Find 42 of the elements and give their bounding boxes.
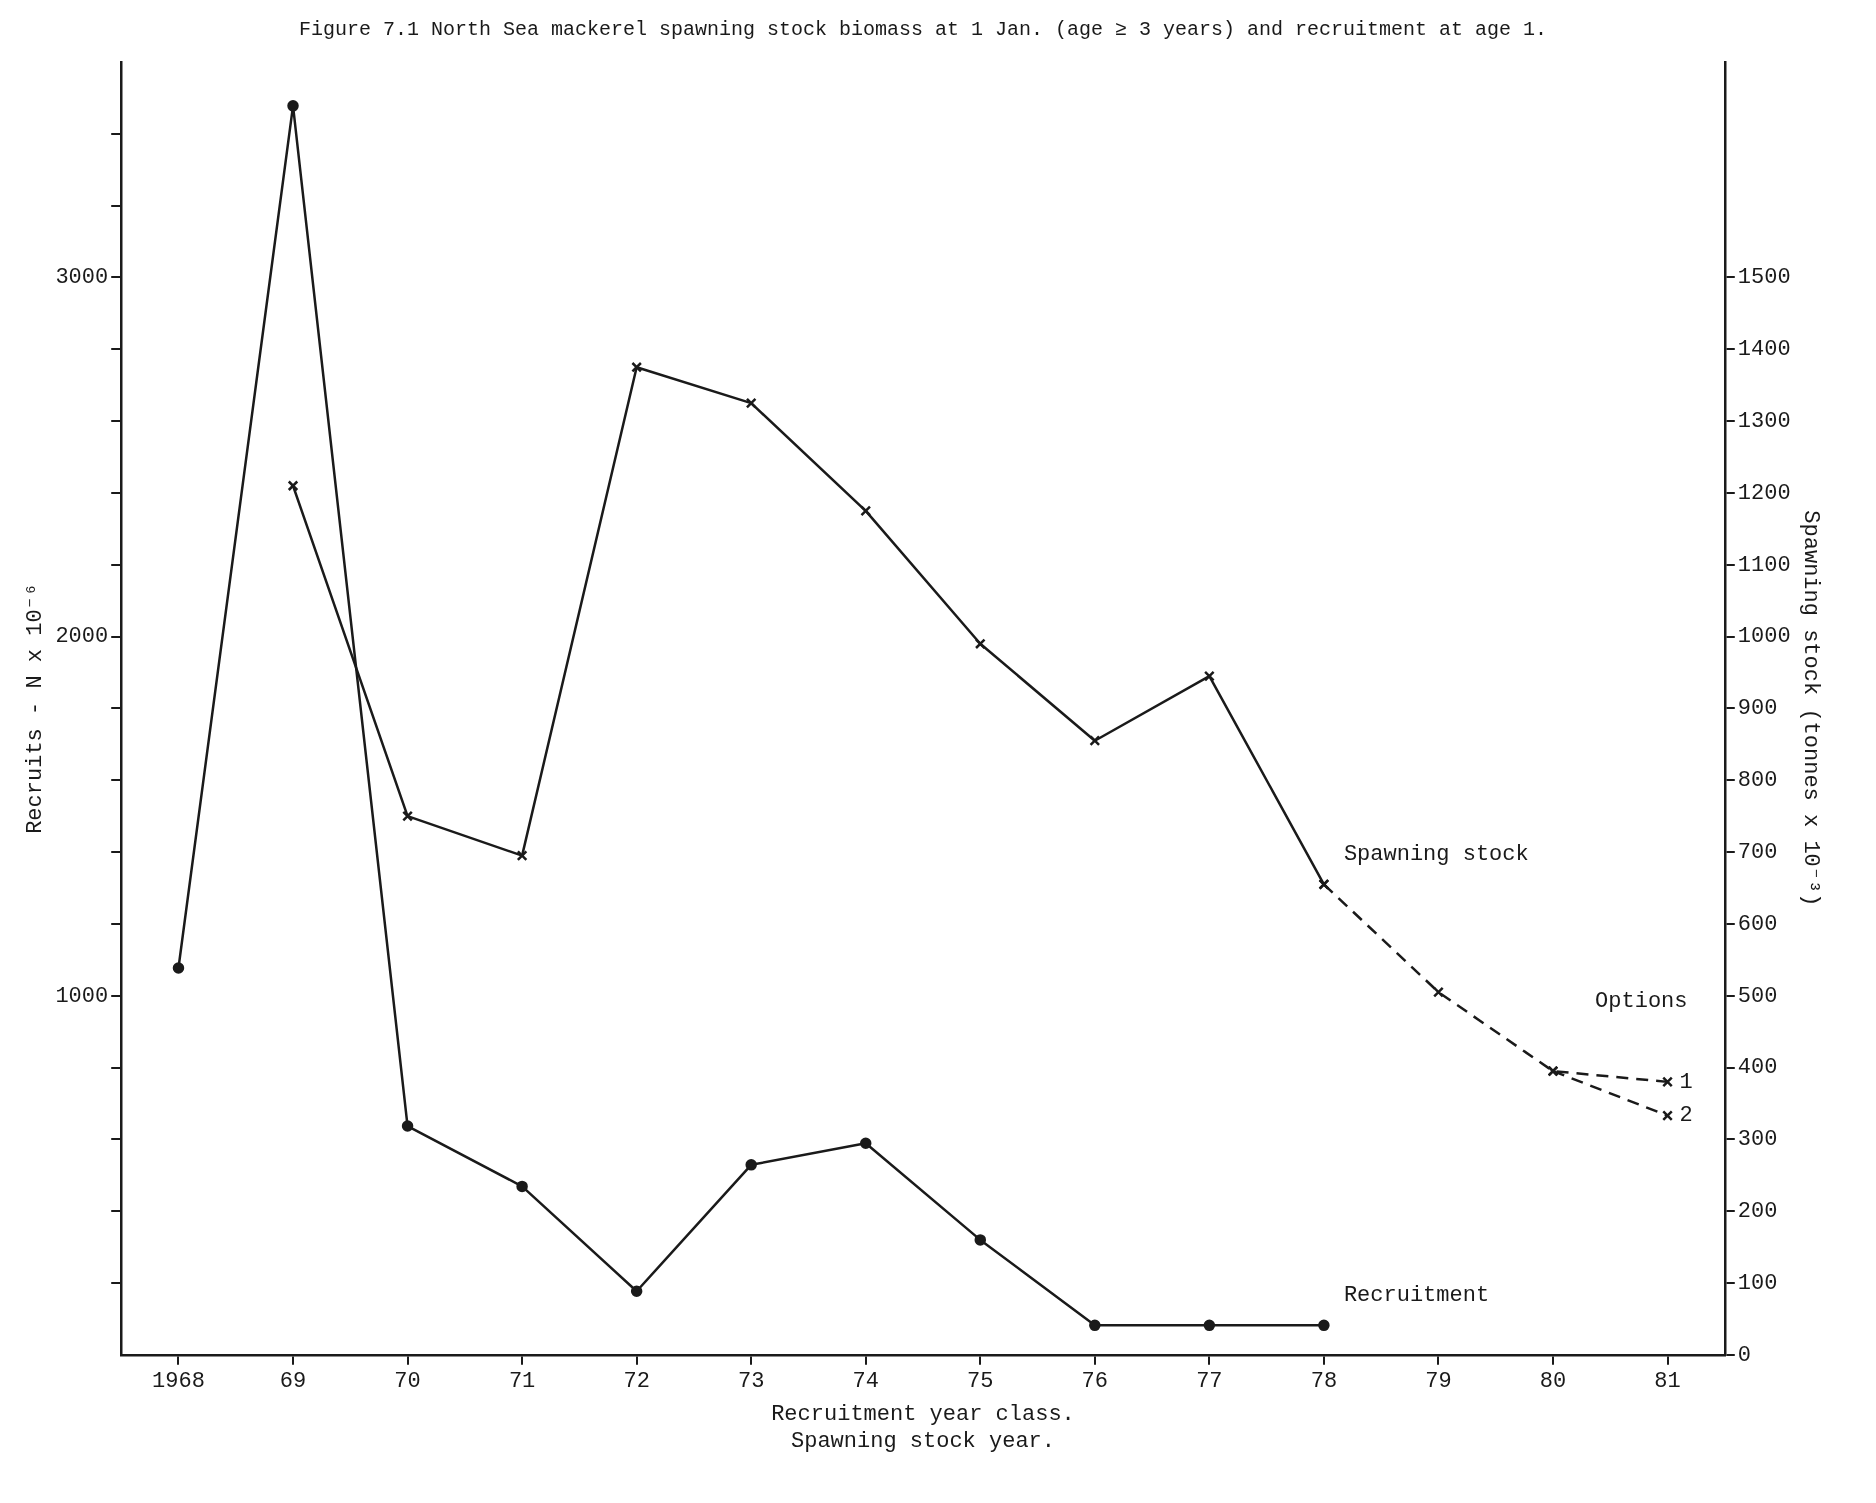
- x-tick-label: 77: [1196, 1368, 1223, 1394]
- annotation: Options: [1595, 989, 1688, 1015]
- y2-tick-label: 100: [1737, 1270, 1778, 1296]
- y2-tick-label: 300: [1737, 1127, 1778, 1153]
- y2-tick-label: 1200: [1737, 480, 1791, 506]
- y2-tick-label: 900: [1737, 696, 1778, 722]
- y2-tick-label: 1000: [1737, 624, 1791, 650]
- y2-tick-label: 1100: [1737, 552, 1791, 578]
- series-label: 2: [1679, 1103, 1693, 1129]
- x-tick-label: 80: [1539, 1368, 1567, 1394]
- x-tick-label: 69: [279, 1368, 307, 1394]
- y2-axis-title: Spawning stock (tonnes x 10⁻³): [1797, 510, 1823, 907]
- chart-title: Figure 7.1 North Sea mackerel spawning stock biomass at 1 Jan. (age ≥ 3 years) and recruitment at age 1.: [298, 18, 1548, 42]
- y2-tick-label: 0: [1737, 1342, 1751, 1368]
- x-axis-title: Recruitment year class. Spawning stock year.: [771, 1402, 1075, 1454]
- x-tick-label: 72: [623, 1368, 650, 1394]
- y-tick-label: 3000: [55, 265, 109, 291]
- x-tick-label: 76: [1081, 1368, 1109, 1394]
- x-tick-label: 81: [1654, 1368, 1681, 1394]
- y2-tick-label: 200: [1737, 1198, 1778, 1224]
- x-tick-label: 78: [1310, 1368, 1338, 1394]
- y-axis-title: Recruits - N x 10⁻⁶: [23, 582, 49, 834]
- x-tick-label: 75: [967, 1368, 994, 1394]
- y2-tick-label: 400: [1737, 1055, 1778, 1081]
- y2-tick-label: 1500: [1737, 265, 1791, 291]
- x-tick-label: 73: [737, 1368, 765, 1394]
- y2-tick-label: 600: [1737, 911, 1778, 937]
- y2-tick-label: 1400: [1737, 337, 1791, 363]
- y2-tick-label: 700: [1737, 839, 1778, 865]
- y-tick-label: 1000: [55, 983, 109, 1009]
- y2-tick-label: 1300: [1737, 408, 1791, 434]
- x-tick-label: 79: [1425, 1368, 1452, 1394]
- x-tick-label: 74: [852, 1368, 879, 1394]
- x-tick-label: 70: [394, 1368, 421, 1394]
- series-label: Spawning stock: [1343, 842, 1529, 868]
- x-tick-label: 71: [508, 1368, 536, 1394]
- y2-tick-label: 500: [1737, 983, 1778, 1009]
- series-label: Recruitment: [1343, 1283, 1490, 1309]
- series-label: 1: [1679, 1069, 1693, 1095]
- y-tick-label: 2000: [55, 624, 109, 650]
- y2-tick-label: 800: [1737, 768, 1778, 794]
- x-tick-label: 1968: [152, 1368, 205, 1394]
